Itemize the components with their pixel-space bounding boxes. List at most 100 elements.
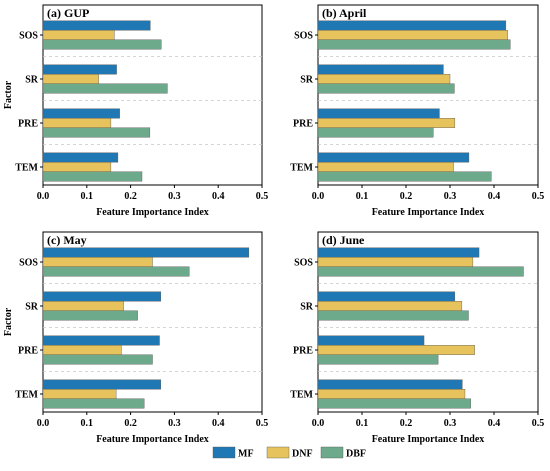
- bar-mf-tem: [42, 379, 162, 390]
- legend-label-dbf: DBF: [346, 449, 366, 460]
- bar-dbf-tem: [42, 398, 145, 409]
- category-label: PRE: [293, 119, 313, 130]
- bar-dbf-pre: [42, 354, 153, 365]
- bar-mf-sr: [42, 291, 162, 302]
- x-tick-label: 0.4: [488, 418, 501, 429]
- x-tick-label: 0.5: [256, 418, 269, 429]
- category-label: TEM: [290, 390, 313, 401]
- bar-dnf-tem: [317, 162, 454, 172]
- chart-panel-4: (d) June SOS SR PRE TEM 0.0 0.1 0.2 0.3 0.4 0.5 Fea…: [290, 231, 545, 445]
- y-axis-label: Factor: [3, 80, 14, 109]
- bar-mf-sr: [317, 64, 444, 75]
- plot-frame: [317, 231, 539, 413]
- bar-dnf-sos: [42, 30, 115, 40]
- category-label: SOS: [19, 258, 38, 269]
- x-axis-label: Feature Importance Index: [372, 434, 485, 445]
- bar-mf-sos: [42, 247, 250, 258]
- bar-dnf-sr: [42, 74, 99, 84]
- bar-dnf-sr: [42, 301, 124, 311]
- x-tick-label: 0.5: [532, 418, 545, 429]
- x-tick-label: 0.2: [400, 418, 413, 429]
- y-axis-label: Factor: [3, 307, 14, 336]
- bar-dnf-sos: [317, 30, 508, 40]
- x-tick-label: 0.0: [312, 418, 325, 429]
- bar-dbf-sos: [42, 39, 162, 50]
- bar-mf-sr: [317, 291, 456, 302]
- bar-mf-pre: [42, 335, 160, 346]
- bar-dnf-tem: [42, 162, 112, 172]
- legend-swatch-dnf: [266, 446, 290, 459]
- x-axis-label: Feature Importance Index: [96, 207, 209, 218]
- category-label: SR: [25, 302, 39, 313]
- x-tick-label: 0.3: [168, 418, 181, 429]
- bar-mf-tem: [317, 379, 463, 390]
- bar-mf-sr: [42, 64, 117, 75]
- bar-mf-pre: [317, 108, 440, 119]
- bar-dbf-sos: [317, 39, 511, 50]
- category-label: TEM: [290, 163, 313, 174]
- plot-frame: [42, 231, 263, 413]
- category-label: SR: [300, 75, 314, 86]
- category-label: TEM: [15, 390, 38, 401]
- bar-dbf-sr: [42, 83, 168, 94]
- x-tick-label: 0.0: [37, 418, 50, 429]
- x-tick-label: 0.4: [488, 191, 501, 202]
- bar-dbf-tem: [317, 398, 471, 409]
- category-label: TEM: [15, 163, 38, 174]
- legend: MF DNF DBF: [212, 446, 366, 460]
- x-tick-label: 0.1: [356, 418, 369, 429]
- panel-title: (c) May: [47, 233, 87, 247]
- bar-dbf-sos: [42, 266, 190, 277]
- panel-title: (a) GUP: [47, 6, 89, 20]
- bar-dbf-pre: [42, 127, 151, 138]
- bar-dbf-tem: [42, 171, 143, 182]
- x-tick-label: 0.4: [212, 191, 225, 202]
- bar-dnf-pre: [42, 118, 112, 128]
- bar-dnf-sos: [42, 257, 153, 267]
- legend-label-dnf: DNF: [292, 449, 313, 460]
- bar-mf-sos: [317, 247, 480, 258]
- bar-mf-pre: [42, 108, 120, 119]
- bar-dnf-pre: [317, 345, 475, 355]
- chart-panel-2: (b) April SOS SR PRE TEM 0.0 0.1 0.2 0.3 0.4 0.5 Fe…: [290, 4, 545, 218]
- category-label: SOS: [294, 31, 313, 42]
- legend-swatch-mf: [212, 446, 236, 459]
- x-tick-label: 0.5: [532, 191, 545, 202]
- plot-frame: [42, 4, 263, 186]
- x-tick-label: 0.2: [124, 191, 137, 202]
- bar-dbf-sr: [42, 310, 138, 321]
- bar-dnf-sr: [317, 301, 463, 311]
- bar-dnf-tem: [42, 389, 117, 399]
- x-tick-label: 0.1: [81, 418, 94, 429]
- x-tick-label: 0.4: [212, 418, 225, 429]
- legend-swatch-dbf: [320, 446, 344, 459]
- bar-dbf-sos: [317, 266, 524, 277]
- x-tick-label: 0.2: [124, 418, 137, 429]
- bar-mf-sos: [317, 20, 507, 31]
- bar-dbf-sr: [317, 310, 469, 321]
- x-tick-label: 0.3: [444, 418, 457, 429]
- bar-dbf-pre: [317, 354, 439, 365]
- x-axis-label: Feature Importance Index: [372, 207, 485, 218]
- bar-dnf-pre: [317, 118, 456, 128]
- chart-panel-1: (a) GUP SOS SR PRE TEM 0.0 0.1 0.2 0.3 0.4 0.5 Feat…: [3, 4, 268, 218]
- chart-panel-3: (c) May SOS SR PRE TEM 0.0 0.1 0.2 0.3 0.4 0.5 Feat…: [3, 231, 269, 445]
- category-label: PRE: [18, 346, 38, 357]
- x-tick-label: 0.3: [168, 191, 181, 202]
- bar-dnf-sos: [317, 257, 474, 267]
- x-tick-label: 0.0: [312, 191, 325, 202]
- x-tick-label: 0.3: [444, 191, 457, 202]
- panel-title: (b) April: [322, 6, 367, 20]
- panel-title: (d) June: [322, 233, 365, 247]
- bar-dnf-sr: [317, 74, 451, 84]
- bar-mf-pre: [317, 335, 425, 346]
- bar-mf-tem: [42, 152, 119, 163]
- bar-dbf-pre: [317, 127, 434, 138]
- x-axis-label: Feature Importance Index: [96, 434, 209, 445]
- x-tick-label: 0.0: [37, 191, 50, 202]
- bar-dnf-pre: [42, 345, 122, 355]
- bar-mf-sos: [42, 20, 151, 31]
- category-label: PRE: [18, 119, 38, 130]
- bar-mf-tem: [317, 152, 470, 163]
